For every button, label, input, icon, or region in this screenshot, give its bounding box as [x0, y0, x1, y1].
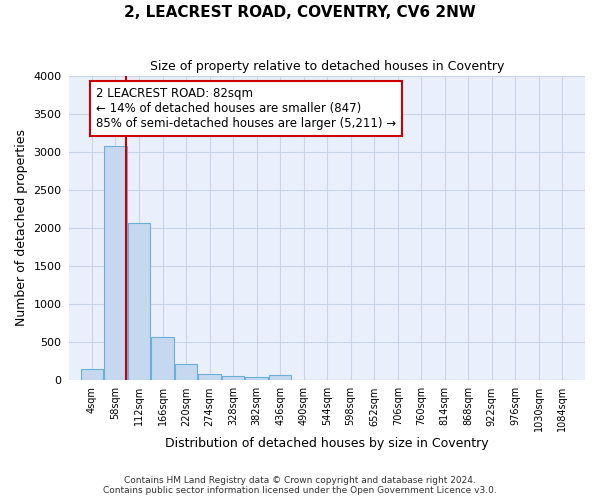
Bar: [245, 376, 268, 380]
Bar: [222, 376, 244, 380]
Bar: [198, 374, 221, 380]
Bar: [175, 364, 197, 380]
X-axis label: Distribution of detached houses by size in Coventry: Distribution of detached houses by size …: [166, 437, 489, 450]
Y-axis label: Number of detached properties: Number of detached properties: [15, 129, 28, 326]
Bar: [269, 374, 292, 380]
Title: Size of property relative to detached houses in Coventry: Size of property relative to detached ho…: [150, 60, 505, 73]
Bar: [151, 338, 174, 380]
Text: Contains HM Land Registry data © Crown copyright and database right 2024.
Contai: Contains HM Land Registry data © Crown c…: [103, 476, 497, 495]
Bar: [80, 368, 103, 380]
Text: 2, LEACREST ROAD, COVENTRY, CV6 2NW: 2, LEACREST ROAD, COVENTRY, CV6 2NW: [124, 5, 476, 20]
Bar: [128, 223, 151, 380]
Bar: [104, 146, 127, 380]
Text: 2 LEACREST ROAD: 82sqm
← 14% of detached houses are smaller (847)
85% of semi-de: 2 LEACREST ROAD: 82sqm ← 14% of detached…: [97, 87, 397, 130]
